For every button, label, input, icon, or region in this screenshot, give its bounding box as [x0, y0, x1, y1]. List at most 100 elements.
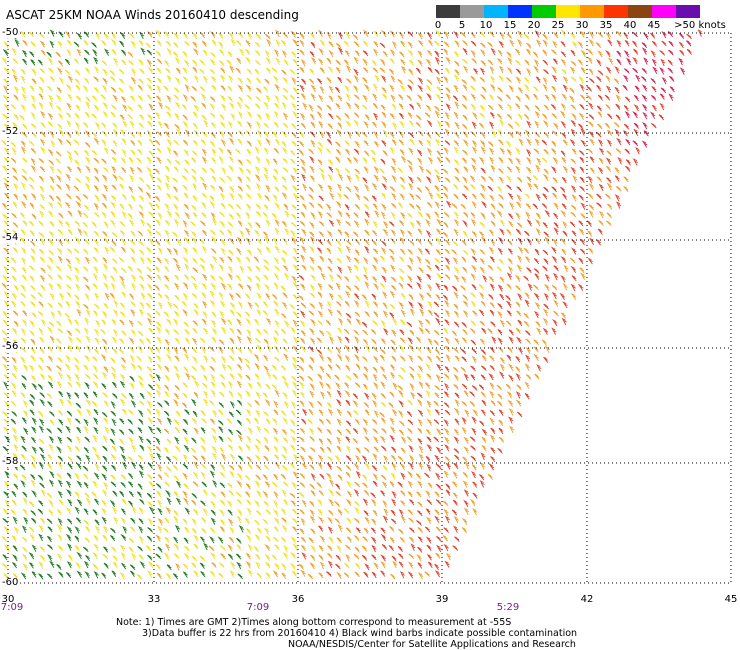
lon-label: 36 [291, 594, 305, 605]
wind-barb [400, 447, 406, 454]
wind-barb [407, 571, 414, 579]
wind-barb [435, 552, 441, 559]
wind-barb [308, 221, 315, 229]
wind-barb [380, 381, 386, 389]
wind-barb [317, 310, 323, 318]
wind-barb [139, 195, 145, 202]
wind-barb [228, 411, 234, 418]
wind-barb [453, 428, 459, 436]
wind-barb [85, 96, 91, 103]
wind-barb [202, 75, 208, 84]
wind-barb [165, 489, 171, 498]
wind-barb [226, 418, 233, 425]
wind-barb [263, 231, 269, 238]
wind-barb [451, 203, 458, 209]
wind-barb [652, 66, 658, 75]
wind-barb [634, 74, 641, 82]
wind-barb [22, 427, 29, 435]
wind-barb [354, 148, 360, 155]
wind-barb [292, 58, 298, 65]
wind-barb [355, 447, 361, 454]
wind-barb [352, 372, 359, 379]
wind-barb [317, 146, 323, 155]
wind-barb [536, 157, 542, 166]
wind-barb [596, 105, 602, 112]
wind-barb [397, 389, 404, 398]
wind-barb [435, 363, 442, 371]
wind-barb [2, 363, 8, 371]
wind-barb [326, 230, 333, 238]
wind-barb [525, 346, 531, 355]
wind-barbs [1, 29, 703, 580]
wind-barb [100, 94, 107, 101]
wind-barb [164, 122, 170, 130]
wind-barb [92, 365, 98, 373]
wind-barb [686, 48, 693, 55]
wind-barb [471, 416, 477, 424]
wind-barb [282, 32, 289, 39]
wind-barb [453, 462, 459, 470]
wind-barb [201, 283, 207, 290]
wind-barb [337, 327, 343, 334]
wind-barb [265, 219, 271, 227]
wind-barb [83, 418, 89, 426]
wind-barb [129, 174, 135, 183]
wind-barb [280, 365, 287, 371]
wind-barb [49, 185, 55, 192]
wind-barb [202, 382, 208, 389]
wind-barb [101, 383, 107, 390]
wind-barb [436, 535, 442, 542]
wind-barb [298, 563, 304, 570]
wind-barb [355, 527, 361, 534]
wind-barb [265, 246, 271, 254]
wind-barb [235, 553, 242, 560]
wind-barb [551, 49, 557, 55]
wind-barb [265, 535, 271, 542]
wind-barb [146, 492, 153, 499]
wind-barb [75, 95, 82, 102]
wind-barb [425, 318, 431, 325]
wind-barb [391, 329, 397, 337]
wind-barb [47, 85, 53, 92]
wind-barb [111, 546, 117, 553]
wind-barb [57, 137, 63, 146]
wind-barb [453, 111, 459, 119]
wind-barb [281, 572, 287, 579]
wind-barb [13, 285, 19, 292]
wind-barb [534, 248, 540, 256]
wind-barb [309, 562, 315, 570]
wind-barb [181, 300, 187, 307]
wind-barb [22, 364, 29, 372]
wind-barb [184, 263, 190, 271]
wind-barb [354, 192, 361, 201]
wind-barb [282, 122, 289, 129]
wind-barb [353, 489, 360, 497]
wind-barb [38, 410, 44, 418]
wind-barb [130, 461, 137, 470]
wind-barb [122, 461, 128, 470]
wind-barb [76, 166, 82, 173]
wind-barb [490, 212, 496, 219]
wind-barb [515, 68, 522, 75]
wind-barb [398, 94, 404, 101]
wind-barb [292, 471, 298, 479]
wind-barb [110, 454, 116, 461]
wind-barb [289, 492, 296, 499]
wind-barb [83, 364, 89, 371]
wind-barb [57, 371, 63, 380]
wind-barb [11, 147, 17, 155]
wind-barb [300, 569, 306, 577]
wind-barb [227, 509, 233, 516]
wind-barb [454, 355, 460, 362]
wind-barb [20, 301, 26, 308]
wind-barb [183, 552, 190, 561]
wind-barb [560, 238, 566, 245]
wind-barb [199, 562, 205, 569]
wind-barb [254, 373, 260, 380]
wind-barb [202, 300, 208, 309]
wind-barb [533, 292, 540, 300]
wind-barb [505, 77, 512, 83]
wind-barb [13, 483, 19, 490]
wind-barb [390, 229, 396, 237]
wind-barb [146, 474, 153, 480]
